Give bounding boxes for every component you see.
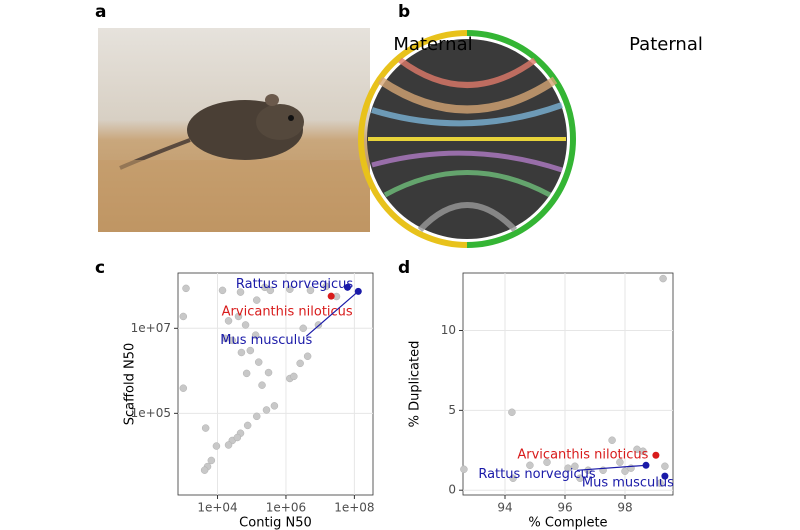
circos-plot (358, 30, 576, 248)
x-tick-label: 94 (497, 501, 512, 515)
x-axis-label: Contig N50 (239, 516, 312, 530)
highlight-point (354, 287, 362, 295)
connector (576, 464, 647, 471)
data-point (621, 467, 629, 475)
data-point (234, 312, 243, 321)
photo (98, 28, 370, 232)
panel-label: d (398, 258, 410, 278)
data-point (608, 436, 616, 444)
data-point (179, 312, 188, 321)
x-tick-label: 1e+08 (334, 501, 374, 515)
data-point (201, 424, 210, 432)
data-point (228, 336, 237, 345)
data-point (526, 461, 534, 470)
x-tick-label: 96 (557, 501, 572, 515)
y-tick-label: 10 (441, 323, 456, 337)
point-annotation: Mus musculus (220, 333, 312, 348)
y-axis-label: % Duplicated (408, 341, 423, 428)
data-point (258, 381, 266, 389)
data-point (266, 286, 275, 295)
y-tick-label: 5 (448, 403, 456, 417)
highlight-point (652, 451, 660, 459)
data-point (224, 441, 233, 449)
data-point (509, 474, 517, 482)
data-point (322, 282, 330, 291)
data-point (182, 284, 190, 293)
data-point (264, 368, 273, 377)
highlight-point (642, 461, 650, 469)
data-point (290, 372, 298, 381)
data-point (243, 421, 252, 430)
connector (305, 290, 359, 337)
data-point (661, 462, 669, 471)
y-axis-label: Scaffold N50 (123, 343, 138, 426)
data-point (270, 402, 279, 410)
data-point (508, 408, 516, 417)
data-point (237, 348, 246, 357)
data-point (262, 406, 271, 414)
panel-label: b (398, 2, 410, 22)
data-point (236, 288, 245, 296)
data-point (286, 285, 294, 293)
data-point (252, 412, 261, 421)
data-point (200, 466, 209, 474)
panel-label: a (95, 2, 106, 22)
data-point (251, 331, 260, 339)
data-point (460, 465, 468, 474)
point-annotation: Mus musculus (582, 476, 674, 491)
data-point (241, 321, 250, 329)
data-point (242, 369, 251, 378)
data-point (224, 317, 233, 325)
panel-label: c (95, 258, 105, 278)
data-point (179, 384, 188, 392)
x-tick-label: 98 (617, 501, 632, 515)
highlight-point (661, 472, 669, 480)
point-annotation: Arvicanthis niloticus (222, 305, 353, 320)
y-tick-label: 0 (448, 483, 456, 497)
data-point (659, 274, 667, 283)
circos-label: Paternal (629, 34, 703, 55)
data-point (639, 447, 647, 455)
x-tick-label: 1e+04 (197, 501, 237, 515)
data-point (564, 464, 572, 472)
data-point (252, 296, 261, 304)
data-point (212, 442, 221, 450)
data-point (221, 334, 230, 343)
highlight-point (344, 283, 352, 291)
circos-label: Maternal (393, 34, 472, 55)
data-point (218, 286, 227, 295)
data-point (656, 479, 664, 487)
point-annotation: Rattus norvegicus (478, 467, 596, 482)
data-point (207, 456, 216, 465)
data-point (571, 462, 579, 471)
y-tick-label: 1e+07 (131, 321, 171, 335)
highlight-point (327, 292, 335, 300)
y-tick-label: 1e+05 (131, 406, 171, 420)
data-point (543, 458, 551, 467)
point-annotation: Arvicanthis niloticus (517, 448, 648, 463)
x-tick-label: 1e+06 (266, 501, 306, 515)
data-point (296, 359, 304, 368)
data-point (616, 458, 624, 467)
point-annotation: Rattus norvegicus (236, 277, 354, 292)
data-point (233, 433, 242, 442)
x-axis-label: % Complete (528, 516, 607, 530)
data-point (303, 352, 312, 361)
plot-area (462, 272, 674, 496)
data-point (254, 358, 263, 366)
data-point (246, 346, 255, 355)
data-point (306, 286, 315, 295)
data-point (299, 324, 307, 333)
data-point (576, 474, 584, 482)
